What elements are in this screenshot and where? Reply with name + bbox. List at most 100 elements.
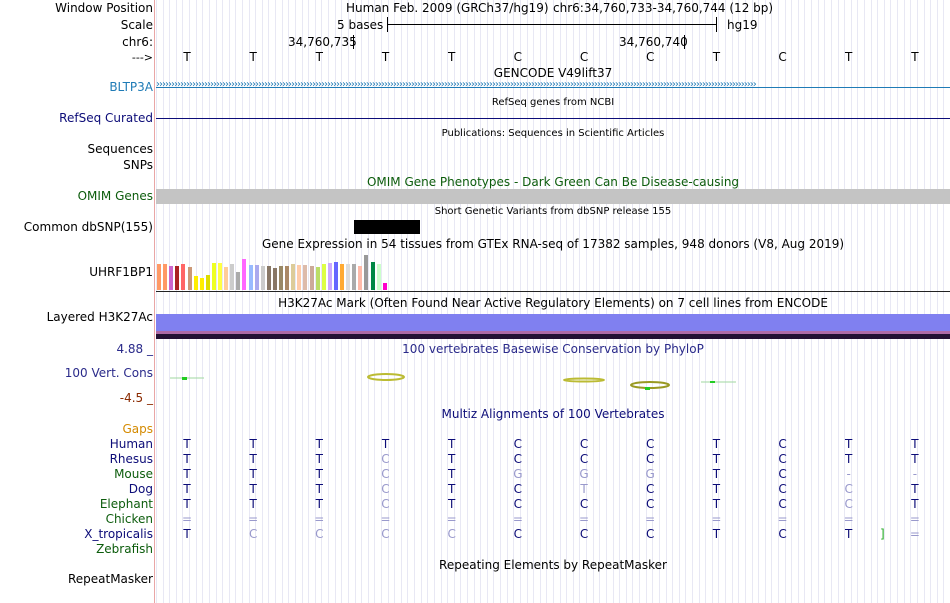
species-label[interactable]: Elephant: [99, 497, 153, 511]
alignment-base: T: [315, 437, 323, 451]
grid-line: [553, 0, 555, 603]
gtex-tissue-bar[interactable]: [309, 266, 314, 290]
ruler-base: C: [579, 50, 589, 64]
gtex-tissue-bar[interactable]: [382, 283, 387, 290]
window-position-label: Window Position: [55, 1, 153, 15]
grid-line: [493, 0, 495, 603]
gtex-tissue-bar[interactable]: [315, 267, 320, 290]
cons-track-label[interactable]: 100 Vert. Cons: [64, 366, 153, 380]
gencode-title: GENCODE V49lift37: [493, 66, 613, 80]
uhrf1bp1-label[interactable]: UHRF1BP1: [89, 265, 153, 279]
alignment-base: =: [909, 512, 920, 526]
species-label[interactable]: Rhesus: [109, 452, 153, 466]
grid-line: [275, 0, 277, 603]
alignment-base: T: [845, 452, 853, 466]
gtex-tissue-bar[interactable]: [236, 272, 241, 290]
gtex-tissue-bar[interactable]: [175, 266, 180, 290]
gtex-tissue-bar[interactable]: [181, 264, 186, 290]
gtex-tissue-bar[interactable]: [254, 265, 259, 290]
alignment-base: C: [579, 452, 589, 466]
gtex-tissue-bar[interactable]: [303, 265, 308, 290]
gtex-tissue-bar[interactable]: [163, 264, 168, 290]
species-label[interactable]: Chicken: [105, 512, 153, 526]
grid-line: [625, 0, 627, 603]
gtex-tissue-bar[interactable]: [291, 264, 296, 290]
alignment-base: =: [314, 512, 325, 526]
alignment-base: =: [909, 527, 920, 541]
species-label[interactable]: Mouse: [114, 467, 153, 481]
gtex-tissue-bar[interactable]: [272, 268, 277, 290]
gtex-tissue-bar[interactable]: [346, 264, 351, 290]
alignment-base: C: [248, 527, 258, 541]
gaps-label[interactable]: Gaps: [122, 422, 153, 436]
omim-label[interactable]: OMIM Genes: [77, 189, 153, 203]
alignment-base: C: [645, 482, 655, 496]
alignment-base: T: [183, 527, 191, 541]
gtex-tissue-bar[interactable]: [321, 264, 326, 290]
refseq-label[interactable]: RefSeq Curated: [59, 111, 153, 125]
gtex-tissue-bar[interactable]: [333, 262, 338, 290]
alignment-base: T: [249, 467, 257, 481]
gtex-tissue-bar[interactable]: [224, 267, 229, 290]
gtex-tissue-bar[interactable]: [157, 264, 161, 290]
grid-line: [519, 0, 521, 603]
gtex-tissue-bar[interactable]: [352, 264, 357, 290]
gtex-tissue-bar[interactable]: [266, 266, 271, 290]
species-label[interactable]: Dog: [128, 482, 153, 496]
gtex-tissue-bar[interactable]: [370, 262, 375, 290]
grid-line: [202, 0, 204, 603]
gtex-tissue-bar[interactable]: [260, 266, 265, 290]
gtex-tissue-bar[interactable]: [248, 265, 253, 290]
gtex-tissue-bar[interactable]: [169, 266, 174, 290]
gtex-tissue-bar[interactable]: [205, 275, 210, 290]
gtex-tissue-bar[interactable]: [193, 276, 198, 290]
strand-label[interactable]: --->: [131, 51, 153, 64]
gtex-tissue-bar[interactable]: [199, 278, 204, 290]
gtex-tissue-bar[interactable]: [364, 255, 369, 290]
h3k27ac-signal-band-3: [156, 334, 950, 339]
bltp3a-gene-arrows[interactable]: ››››››››››››››››››››››››››››››››››››››››…: [156, 80, 950, 94]
gtex-tissue-bar[interactable]: [230, 264, 235, 290]
grid-line: [691, 0, 693, 603]
gtex-tissue-bar[interactable]: [285, 266, 290, 290]
gtex-tissue-bar[interactable]: [327, 263, 332, 290]
gtex-tissue-bar[interactable]: [358, 266, 363, 290]
alignment-base: G: [513, 467, 523, 481]
alignment-base: G: [645, 467, 655, 481]
species-label[interactable]: Zebrafish: [96, 542, 153, 556]
omim-phenotype-bar[interactable]: [156, 189, 950, 204]
gtex-tissue-bar[interactable]: [376, 264, 381, 290]
snps-label[interactable]: SNPs: [123, 158, 153, 172]
gtex-tissue-bar[interactable]: [340, 264, 344, 290]
repeatmasker-label[interactable]: RepeatMasker: [67, 572, 153, 586]
alignment-base: T: [183, 482, 191, 496]
grid-line: [824, 0, 826, 603]
gtex-tissue-bar[interactable]: [297, 265, 302, 290]
species-label[interactable]: X_tropicalis: [84, 527, 153, 541]
species-label[interactable]: Human: [109, 437, 153, 451]
grid-line: [811, 0, 813, 603]
gtex-tissue-bar[interactable]: [211, 263, 216, 290]
dbsnp-variant[interactable]: [354, 220, 420, 234]
common-dbsnp-label[interactable]: Common dbSNP(155): [23, 220, 153, 234]
gtex-tissue-bar[interactable]: [242, 259, 247, 290]
refseq-gene-line[interactable]: [156, 118, 950, 119]
gtex-tissue-bar[interactable]: [218, 263, 222, 290]
grid-line: [156, 0, 157, 603]
h3k27ac-label[interactable]: Layered H3K27Ac: [46, 310, 153, 324]
sequences-label[interactable]: Sequences: [87, 142, 153, 156]
bltp3a-label[interactable]: BLTP3A: [109, 80, 153, 94]
alignment-base: C: [381, 467, 390, 481]
h3k27ac-signal-band[interactable]: [156, 314, 950, 331]
phylop-conservation-plot[interactable]: [156, 365, 950, 395]
grid-line: [407, 0, 409, 603]
grid-line: [923, 0, 925, 603]
alignment-base: T: [249, 452, 257, 466]
ruler-base: C: [778, 50, 787, 64]
gtex-tissue-bar[interactable]: [279, 266, 283, 290]
gtex-bar-chart[interactable]: [156, 253, 536, 290]
grid-line: [354, 0, 356, 603]
gtex-tissue-bar[interactable]: [187, 267, 192, 290]
grid-line: [850, 0, 852, 603]
grid-line: [777, 0, 779, 603]
